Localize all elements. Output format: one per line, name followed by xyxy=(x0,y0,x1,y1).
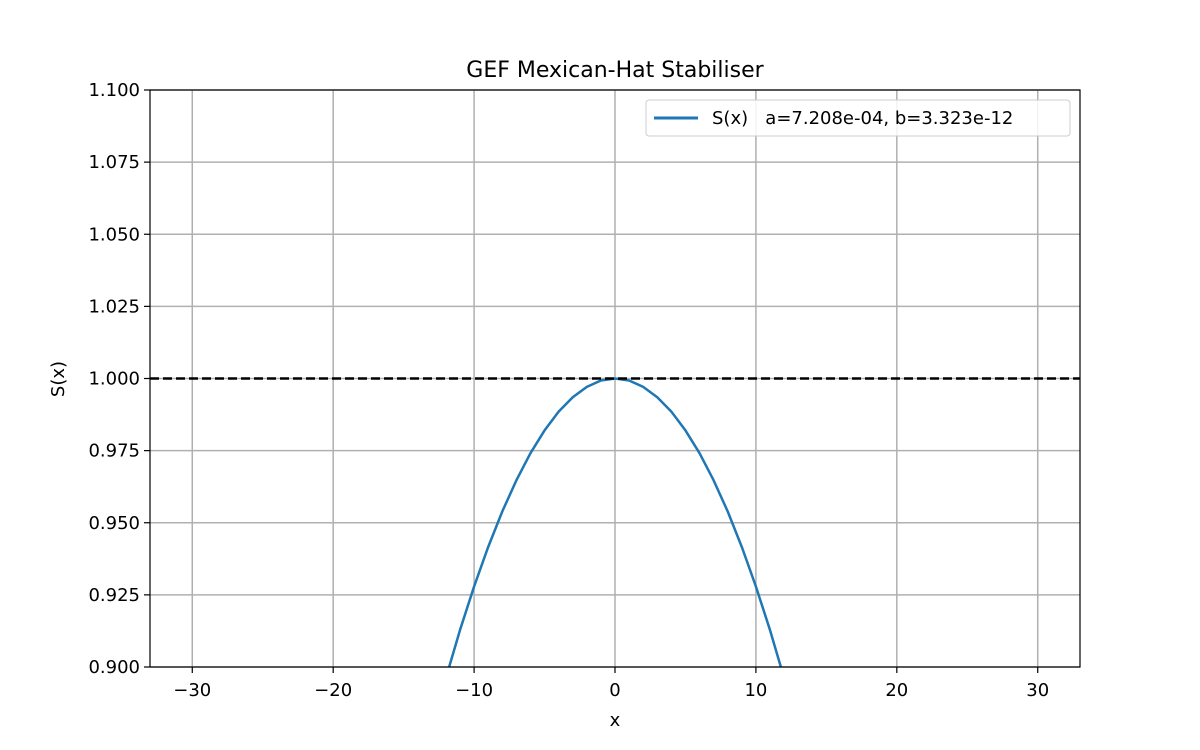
x-tick-label: 20 xyxy=(885,680,908,701)
series-layer xyxy=(447,377,783,667)
y-tick-label: 1.000 xyxy=(88,369,140,390)
y-tick-label: 1.100 xyxy=(88,80,140,101)
chart-title: GEF Mexican-Hat Stabiliser xyxy=(466,58,764,83)
y-tick-label: 1.050 xyxy=(88,224,140,245)
x-axis-ticks: −30 −20 −10 0 10 20 30 xyxy=(173,667,1049,701)
legend-label: S(x) a=7.208e-04, b=3.323e-12 xyxy=(712,108,1013,129)
x-tick-label: 0 xyxy=(609,680,620,701)
legend: S(x) a=7.208e-04, b=3.323e-12 xyxy=(645,99,1071,137)
y-tick-label: 1.025 xyxy=(88,296,140,317)
legend-box xyxy=(645,99,1071,137)
y-tick-label: 0.900 xyxy=(88,657,140,678)
y-tick-label: 1.075 xyxy=(88,152,140,173)
x-axis-label: x xyxy=(610,710,621,731)
series-line xyxy=(447,377,783,667)
y-axis-ticks: 0.900 0.925 0.950 0.975 1.000 1.025 1.050 1.075… xyxy=(88,80,150,678)
y-tick-label: 0.975 xyxy=(88,441,140,462)
x-tick-label: 30 xyxy=(1026,680,1049,701)
y-tick-label: 0.925 xyxy=(88,585,140,606)
x-tick-label: −30 xyxy=(173,680,211,701)
y-axis-label: S(x) xyxy=(48,361,69,397)
x-tick-label: −10 xyxy=(455,680,493,701)
x-tick-label: −20 xyxy=(314,680,352,701)
x-tick-label: 10 xyxy=(744,680,767,701)
y-tick-label: 0.950 xyxy=(88,513,140,534)
